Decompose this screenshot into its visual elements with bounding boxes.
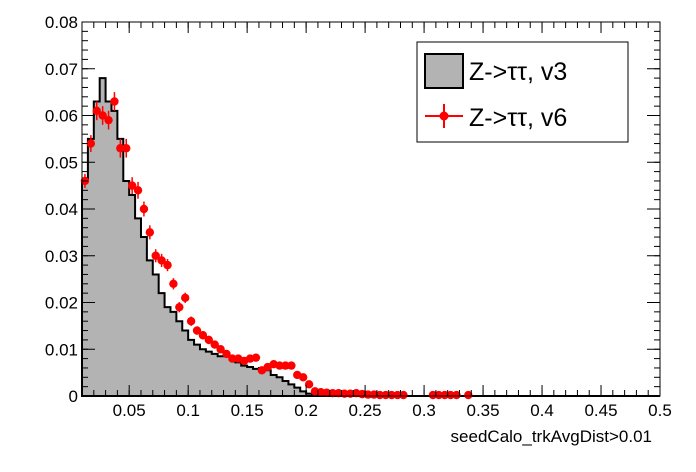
legend: Z->ττ, v3 Z->ττ, v6 <box>416 41 629 143</box>
data-point-v6 <box>375 390 385 400</box>
data-point-v6 <box>127 181 137 190</box>
x-tick-label: 0.15 <box>231 401 264 420</box>
x-tick-label: 0.35 <box>467 401 500 420</box>
data-point-v6 <box>169 279 178 288</box>
data-point-v6 <box>251 353 261 362</box>
y-tick-label: 0.06 <box>45 107 78 126</box>
data-point-v6 <box>145 228 155 237</box>
axis-ticks <box>81 21 661 397</box>
y-tick-label: 0.01 <box>45 340 78 359</box>
x-tick-label: 0.05 <box>113 401 146 420</box>
data-point-v6 <box>175 302 184 312</box>
data-point-v6 <box>198 331 208 340</box>
y-tick-label: 0.05 <box>45 153 78 172</box>
data-point-v6 <box>104 115 113 125</box>
data-point-v6 <box>86 139 96 148</box>
x-tick-label: 0.25 <box>349 401 382 420</box>
data-point-v6 <box>452 390 461 400</box>
data-point-v6 <box>287 361 296 370</box>
y-tick-label: 0.03 <box>45 247 78 266</box>
x-axis-title: seedCalo_trkAvgDist>0.01 <box>451 427 652 446</box>
data-point-v6 <box>210 340 219 349</box>
data-point-v6 <box>216 345 225 354</box>
data-point-v6 <box>163 260 172 270</box>
data-point-v6 <box>110 97 119 106</box>
data-point-v6 <box>381 390 390 400</box>
data-point-v6 <box>139 204 149 214</box>
legend-marker-v6 <box>439 111 449 121</box>
data-point-v6 <box>399 390 408 400</box>
y-tick-label: 0.02 <box>45 294 78 313</box>
x-tick-label: 0.45 <box>584 401 617 420</box>
legend-swatch-v6 <box>425 104 463 128</box>
x-tick-label: 0.4 <box>530 401 554 420</box>
legend-label-v6: Z->ττ, v6 <box>469 104 567 132</box>
y-tick-label: 0.04 <box>45 200 78 219</box>
data-point-v6 <box>186 317 196 326</box>
data-point-v6 <box>446 390 455 400</box>
data-point-v6 <box>275 361 284 370</box>
x-tick-label: 0.3 <box>412 401 436 420</box>
histogram-v3 <box>81 77 319 397</box>
data-point-v6 <box>98 111 107 120</box>
data-point-v6 <box>363 390 373 399</box>
data-point-v6 <box>298 373 308 382</box>
data-point-v6 <box>464 390 473 400</box>
data-point-v6 <box>281 361 290 370</box>
y-tick-label: 0.07 <box>45 60 78 79</box>
y-tick-label: 0 <box>69 387 78 406</box>
data-point-v6 <box>133 186 143 195</box>
data-point-v6 <box>434 390 444 400</box>
x-tick-label: 0.2 <box>294 401 318 420</box>
data-point-v6 <box>304 380 314 389</box>
data-point-v6 <box>428 390 438 400</box>
data-point-v6 <box>181 293 190 303</box>
data-point-v6 <box>192 326 202 335</box>
x-tick-label: 0.5 <box>648 401 672 420</box>
data-point-v6 <box>393 390 402 400</box>
legend-label-v3: Z->ττ, v3 <box>469 58 567 86</box>
data-point-v6 <box>328 388 337 398</box>
data-point-v6 <box>157 256 166 265</box>
data-point-v6 <box>387 390 396 400</box>
legend-swatch-v3 <box>424 53 464 89</box>
data-point-v6 <box>151 251 160 260</box>
y-tick-label: 0.08 <box>45 13 78 32</box>
data-point-v6 <box>116 144 125 153</box>
data-point-v6 <box>228 354 237 363</box>
data-point-v6 <box>222 349 231 359</box>
data-point-v6 <box>92 106 101 116</box>
x-tick-label: 0.1 <box>176 401 200 420</box>
data-point-v6 <box>204 335 214 345</box>
axis-tick-labels: 0 0.01 0.02 0.03 0.04 0.05 0.06 0.07 0.08 0.05 0.1… <box>45 13 672 420</box>
data-point-v6 <box>440 390 449 400</box>
data-point-v6 <box>122 144 131 153</box>
